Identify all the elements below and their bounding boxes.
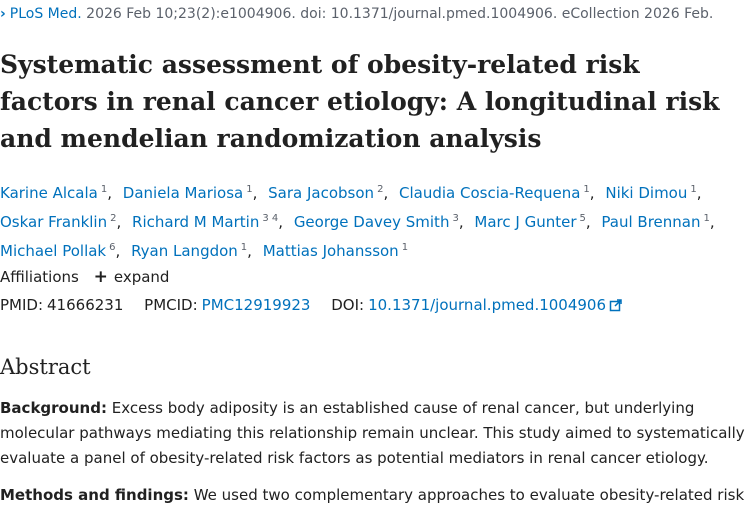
affiliation-ref[interactable]: 2 [377,184,384,195]
pmcid-label: PMCID: [144,296,198,314]
author-item: Mattias Johansson 1 [263,242,408,260]
affiliation-ref[interactable]: 1 [690,184,697,195]
author-link[interactable]: Oskar Franklin [0,213,108,231]
author-item: Sara Jacobson 2, [268,184,389,202]
expand-label: expand [113,268,170,286]
methods-text: We used two complementary approaches to … [193,486,745,504]
citation-line: › PLoS Med. 2026 Feb 10;23(2):e1004906. d… [0,4,713,24]
affiliation-ref[interactable]: 1 [401,242,409,253]
author-item: Daniela Mariosa 1, [122,184,258,202]
author-link[interactable]: Richard M Martin [132,213,260,231]
author-link[interactable]: Claudia Coscia-Requena [399,184,581,202]
doi-value: 10.1371/journal.pmed.1004906 [368,296,607,314]
author-link[interactable]: Daniela Mariosa [122,184,244,202]
methods-label: Methods and findings: [0,486,189,504]
affiliations-expand-button[interactable]: + expand [93,267,170,287]
affiliation-ref[interactable]: 3 [452,213,459,224]
affiliation-ref[interactable]: 1 [583,184,590,195]
journal-link[interactable]: PLoS Med. [9,6,82,22]
author-link[interactable]: Mattias Johansson [262,242,399,260]
author-item: Oskar Franklin 2, [0,213,122,231]
author-item: Karine Alcala 1, [0,184,112,202]
plus-icon: + [93,267,108,287]
affiliation-ref[interactable]: 1 [100,184,108,195]
author-item: Richard M Martin 3 4, [132,213,284,231]
author-item: Michael Pollak 6, [0,242,121,260]
abstract-methods: Methods and findings: We used two comple… [0,483,745,508]
pmid-value: 41666231 [47,296,124,314]
author-link[interactable]: Marc J Gunter [474,213,577,231]
article-title: Systematic assessment of obesity-related… [0,50,720,153]
pmid-label: PMID: [0,296,44,314]
author-link[interactable]: Karine Alcala [0,184,98,202]
abstract-heading: Abstract [0,355,91,379]
background-text: Excess body adiposity is an established … [0,399,745,467]
affiliation-ref[interactable]: 3 4 [262,213,279,224]
author-item: George Davey Smith 3, [293,213,464,231]
doi-link[interactable]: 10.1371/journal.pmed.1004906 [368,296,622,314]
doi-label: DOI: [331,296,365,314]
author-link[interactable]: Michael Pollak [0,242,107,260]
author-link[interactable]: Sara Jacobson [268,184,375,202]
affiliations-row: Affiliations + expand [0,266,169,288]
external-link-icon [609,296,622,318]
background-label: Background: [0,399,107,417]
author-link[interactable]: Ryan Langdon [131,242,238,260]
author-item: Niki Dimou 1, [605,184,702,202]
author-link[interactable]: Niki Dimou [605,184,688,202]
pmcid-link[interactable]: PMC12919923 [201,296,311,314]
author-link[interactable]: Paul Brennan [601,213,701,231]
affiliation-ref[interactable]: 2 [110,213,117,224]
affiliation-ref[interactable]: 1 [246,184,253,195]
chevron-right-icon[interactable]: › [0,6,6,22]
author-item: Ryan Langdon 1, [131,242,252,260]
author-list: Karine Alcala 1, Daniela Mariosa 1, Sara J… [0,177,740,264]
identifier-row: PMID: 41666231 PMCID: PMC12919923 DOI: 10.1… [0,294,622,318]
affiliation-ref[interactable]: 1 [703,213,710,224]
affiliations-label: Affiliations [0,268,79,286]
affiliation-ref[interactable]: 5 [579,213,586,224]
affiliation-ref[interactable]: 6 [109,242,116,253]
author-item: Paul Brennan 1, [601,213,715,231]
affiliation-ref[interactable]: 1 [240,242,248,253]
author-item: Marc J Gunter 5, [474,213,591,231]
abstract-background: Background: Excess body adiposity is an … [0,396,745,471]
author-link[interactable]: George Davey Smith [293,213,450,231]
author-item: Claudia Coscia-Requena 1, [399,184,595,202]
citation-details: 2026 Feb 10;23(2):e1004906. doi: 10.1371… [86,6,714,22]
